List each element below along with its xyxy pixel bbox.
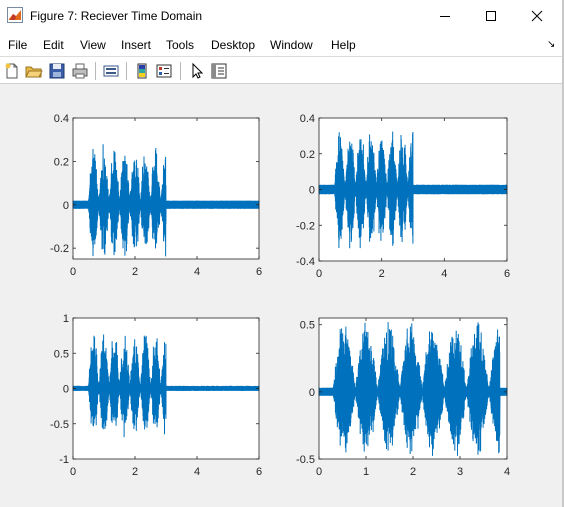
y-tick-label: 0 [309,387,315,399]
x-tick-label: 1 [363,466,369,478]
link-plot-icon[interactable] [102,62,120,80]
x-tick-label: 4 [504,466,510,478]
signal-line [72,144,260,257]
menu-edit[interactable]: Edit [43,38,64,52]
x-tick-label: 4 [194,266,200,278]
x-tick-label: 6 [256,466,262,478]
maximize-icon [486,11,496,21]
x-tick-label: 4 [441,268,447,280]
y-tick-label: -1 [59,454,69,466]
minimize-button[interactable] [422,0,468,33]
menu-bar: File Edit View Insert Tools Desktop Wind… [0,33,564,56]
window-border [562,0,564,507]
y-tick-label: -0.2 [296,220,315,232]
new-figure-icon[interactable] [3,62,21,80]
menu-desktop[interactable]: Desktop [211,38,256,52]
dock-arrow-icon[interactable]: ↘ [547,39,556,50]
y-tick-label: 0.4 [54,113,69,125]
property-inspector-icon[interactable] [210,62,228,80]
x-tick-label: 0 [70,466,76,478]
subplot-axes-2[interactable]: 0 2 4 6 -0.4 -0.2 0 0.2 0.4 [296,113,510,280]
x-tick-label: 0 [316,268,322,280]
x-tick-label: 2 [132,466,138,478]
x-tick-label: 6 [256,266,262,278]
y-tick-label: 0 [63,200,69,212]
signal-line [318,322,508,456]
y-tick-label: 0.2 [300,149,315,161]
print-icon[interactable] [71,62,89,80]
subplot-axes-1[interactable]: 0 2 4 6-0.200.20.4 [50,113,262,278]
subplot-axes-4[interactable]: 0 1 2 3 4-0.500.5 [296,317,510,478]
x-tick-label: 2 [379,268,385,280]
close-button[interactable] [514,0,560,33]
y-tick-label: -0.5 [50,419,69,431]
insert-legend-icon[interactable] [155,62,173,80]
axes-frame [72,117,260,260]
maximize-button[interactable] [468,0,514,33]
matlab-figure-icon [7,7,23,23]
y-tick-label: 0 [309,185,315,197]
subplot-grid: 0 2 4 6-0.200.20.40 2 4 6-0.4-0.200.20.40 2 4 6-1… [50,113,510,478]
x-tick-label: 6 [504,268,510,280]
y-tick-label: 0 [63,384,69,396]
minimize-icon [440,16,450,17]
menu-file[interactable]: File [8,38,28,52]
y-tick-label: 1 [63,313,69,325]
x-tick-label: 2 [132,266,138,278]
menu-tools[interactable]: Tools [166,38,195,52]
y-tick-label: -0.5 [296,454,315,466]
x-tick-label: 4 [194,466,200,478]
x-tick-label: 3 [457,466,463,478]
menu-help[interactable]: Help [331,38,356,52]
pointer-icon[interactable] [188,62,206,80]
signal-line [318,131,508,249]
menu-view[interactable]: View [80,38,106,52]
toolbar-separator [95,62,96,80]
y-tick-label: 0.5 [300,320,315,332]
open-file-icon[interactable] [25,62,43,80]
menu-insert[interactable]: Insert [121,38,152,52]
window-title: Figure 7: Reciever Time Domain [30,9,203,23]
y-tick-label: 0.2 [54,156,69,168]
close-icon [531,10,543,22]
y-tick-label: -0.4 [296,256,315,268]
subplot-axes-3[interactable]: 0 2 4 6 -1 -0.5 0 0.5 1 [50,313,262,478]
y-tick-label: -0.2 [50,243,69,255]
figure-toolbar [0,56,564,84]
y-tick-label: 0.4 [300,113,315,125]
signal-line [72,334,260,438]
x-tick-label: 0 [70,266,76,278]
x-tick-label: 0 [316,466,322,478]
figure-canvas[interactable]: 0 2 4 6 -0.2 0 0.2 0.4 0 2 4 6 -0.4 -0.2 0 0.2 0.4 0 2 4 6 -1… [0,84,564,507]
save-icon[interactable] [48,62,66,80]
title-bar[interactable]: Figure 7: Reciever Time Domain [0,0,564,33]
toolbar-separator [180,62,181,80]
insert-colorbar-icon[interactable] [133,62,151,80]
menu-window[interactable]: Window [270,38,313,52]
toolbar-separator [126,62,127,80]
x-tick-label: 2 [410,466,416,478]
y-tick-label: 0.5 [54,348,69,360]
